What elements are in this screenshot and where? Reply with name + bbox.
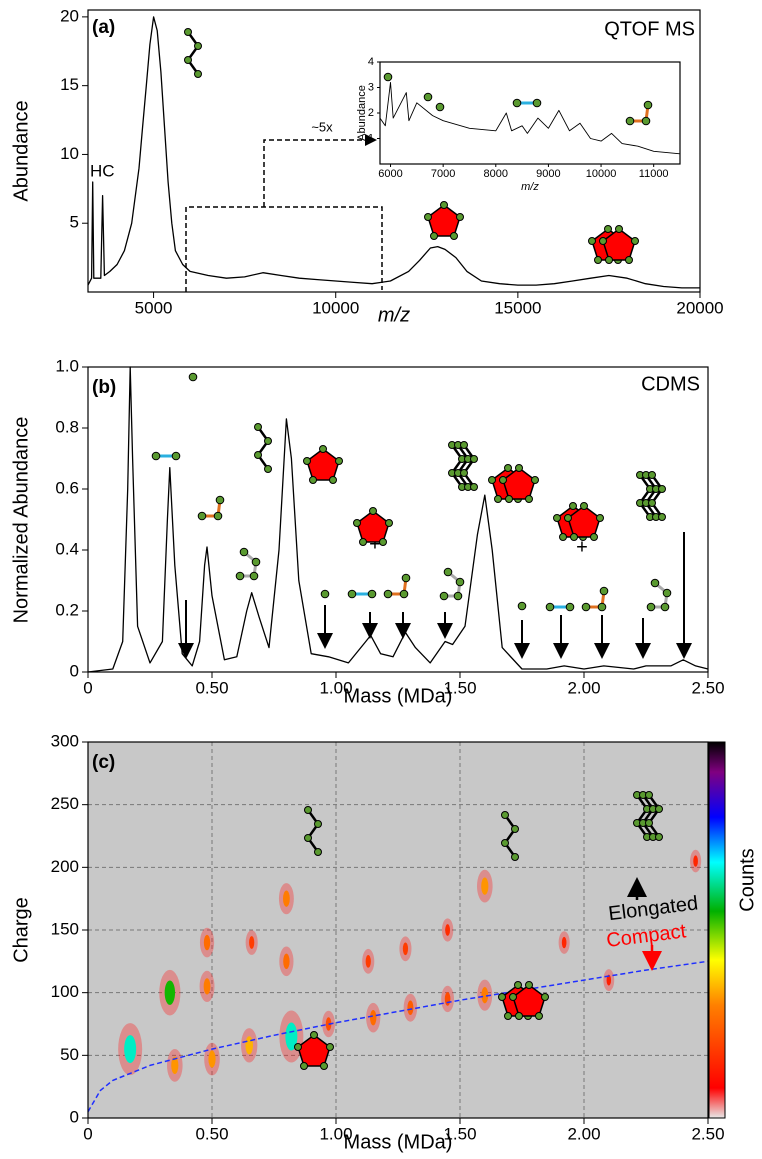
y-tick-label: 20 [60,6,79,25]
panel-title: QTOF MS [604,18,695,40]
cluster-core [283,890,290,907]
y-tick-label: 250 [51,794,79,813]
x-axis-label: Mass (MDa) [344,1131,453,1153]
y-tick-label: 0 [70,661,79,680]
cluster-core [203,934,211,951]
cluster-core [407,1000,414,1015]
cluster-core [693,855,698,867]
x-tick-label: 2.50 [691,1124,724,1143]
x-tick-label: 8000 [484,168,508,180]
plot-frame [87,366,709,673]
y-tick-label: 1 [368,132,374,144]
y-tick-label: 10 [60,144,79,163]
cluster-core [283,953,290,970]
plot-frame [87,9,701,293]
annotation: + [576,536,588,558]
y-axis-label: Normalized Abundance [10,417,32,624]
y-tick-label: 0.8 [55,417,79,436]
x-tick-label: 15000 [494,298,541,317]
y-tick-label: 2 [368,107,374,119]
x-tick-label: 0.50 [195,678,228,697]
y-tick-label: 50 [60,1045,79,1064]
x-tick-label: 1.00 [319,1124,352,1143]
cluster-core [402,942,409,956]
x-tick-label: 10000 [312,298,359,317]
spectrum-line [87,366,709,673]
x-tick-label: 7000 [431,168,455,180]
x-tick-label: 2.00 [567,1124,600,1143]
x-tick-label: 6000 [378,168,402,180]
y-tick-label: 4 [368,56,374,68]
cluster-core [481,877,489,895]
x-axis-label: m/z [378,304,410,326]
cluster-core [606,974,612,986]
y-axis-label: Charge [10,897,32,963]
cluster-core [249,936,255,949]
y-tick-label: 0.4 [55,539,79,558]
cluster-core [208,1050,216,1068]
y-tick-label: 15 [60,75,79,94]
x-tick-label: 2.00 [567,678,600,697]
y-tick-label: 5 [70,213,79,232]
x-tick-label: 0.50 [195,1124,228,1143]
spectrum-line [87,16,700,289]
inset-background [380,62,680,164]
x-tick-label: 5000 [135,298,173,317]
x-axis-label: m/z [521,181,539,193]
annotation: + [369,533,381,555]
x-tick-label: 1.00 [319,678,352,697]
icons [152,27,692,1071]
y-tick-label: 0 [70,1107,79,1126]
cluster-core [124,1035,137,1064]
x-tick-label: 1.50 [443,678,476,697]
y-axis-label: Abundance [356,85,368,141]
y-tick-label: 300 [51,731,79,750]
x-tick-label: 0 [83,1124,92,1143]
cluster-core [285,1022,298,1051]
cluster-core [445,924,450,936]
colorbar [708,741,726,1119]
spectrum-line [379,81,681,155]
x-tick-label: 11000 [639,168,669,180]
panel-label: (c) [92,752,115,773]
x-tick-label: 0 [83,678,92,697]
y-tick-label: 0.2 [55,600,79,619]
y-tick-label: 150 [51,919,79,938]
annotation: HC [90,161,115,180]
y-tick-label: 3 [368,81,374,93]
annotation: ~5x [311,119,333,134]
colorbar-label: Counts [736,848,758,911]
y-axis-label: Abundance [10,100,32,201]
cluster-core [561,936,567,949]
cluster-core [245,1036,253,1055]
x-tick-label: 1.50 [443,1124,476,1143]
cluster-core [444,992,451,1006]
cluster-core [481,987,489,1004]
cluster-core [370,1010,377,1026]
trend-line [87,960,709,1113]
x-tick-label: 20000 [676,298,723,317]
y-tick-label: 1.0 [55,356,79,375]
x-tick-label: 9000 [536,168,560,180]
x-tick-label: 10000 [586,168,617,180]
panel-label: (a) [92,17,115,38]
plot-frame [379,61,681,165]
cluster-core [203,978,211,995]
y-tick-label: 0.6 [55,478,79,497]
x-tick-label: 2.50 [691,678,724,697]
x-axis-label: Mass (MDa) [344,685,453,707]
y-tick-label: 200 [51,857,79,876]
zoom-box [185,134,383,292]
plot-frame [87,741,709,1119]
cluster-core [164,980,176,1005]
cluster-core [171,1056,179,1074]
y-tick-label: 100 [51,982,79,1001]
cluster-core [365,954,371,968]
panel-label: (b) [92,377,116,398]
panel-title: CDMS [641,373,700,395]
